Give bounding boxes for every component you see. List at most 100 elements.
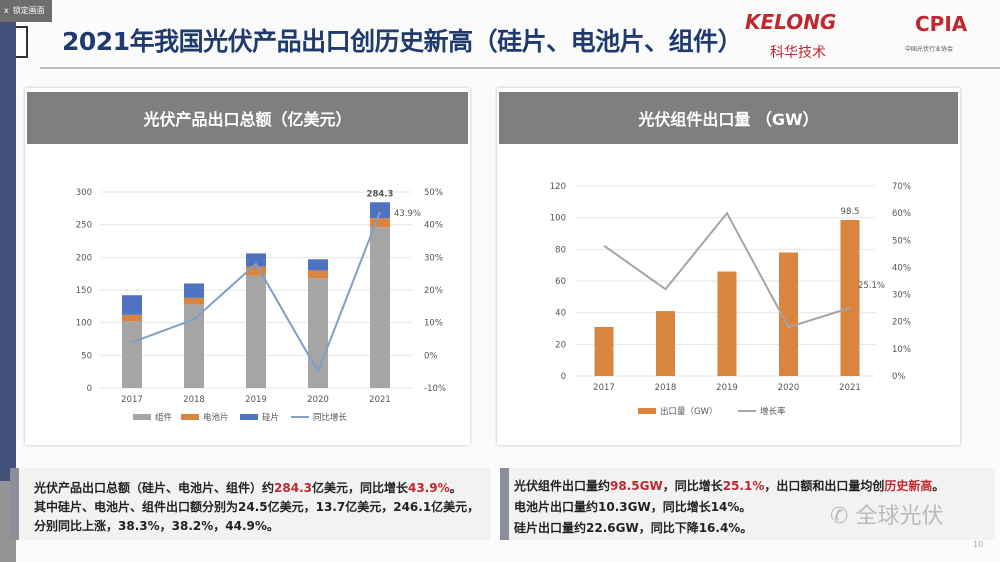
y-tick-label: 40 xyxy=(555,309,566,319)
x-tick-label: 2021 xyxy=(839,383,861,393)
bar-硅片-2020 xyxy=(308,259,328,271)
y-tick-label: 200 xyxy=(76,253,92,263)
bar-电池片-2019 xyxy=(246,266,266,276)
right-summary-line-1: 光伏组件出口量约98.5GW，同比增长25.1%，出口额和出口量均创历史新高。 xyxy=(514,479,945,493)
bar-组件-2021 xyxy=(370,227,390,388)
right-chart-title: 光伏组件出口量 （GW） xyxy=(499,92,958,144)
y2-tick-label: 20% xyxy=(892,318,911,328)
y-tick-label: 100 xyxy=(550,214,566,224)
left-summary-line-2: 其中硅片、电池片、组件出口额分别为24.5亿美元，13.7亿美元，246.1亿美… xyxy=(34,500,480,514)
cpia-logo: CPIA xyxy=(915,12,968,36)
bar-硅片-2019 xyxy=(246,253,266,267)
x-tick-label: 2021 xyxy=(369,395,391,405)
y-tick-label: 120 xyxy=(550,182,566,192)
right-summary-line-2: 电池片出口量约10.3GW，同比增长14%。 xyxy=(514,500,752,514)
y-tick-label: 0 xyxy=(561,372,566,382)
legend-swatch xyxy=(181,414,199,420)
y2-tick-label: 50% xyxy=(424,188,443,198)
data-label-total: 98.5 xyxy=(841,207,860,217)
y-tick-label: 250 xyxy=(76,221,92,231)
right-summary-line-3: 硅片出口量约22.6GW，同比下降16.4%。 xyxy=(514,521,753,535)
y2-tick-label: 20% xyxy=(424,286,443,296)
y2-tick-label: 30% xyxy=(424,253,443,263)
slide-side-bar xyxy=(0,22,16,562)
bar-出口量（GW）-2021 xyxy=(840,220,860,376)
y2-tick-label: 10% xyxy=(424,319,443,329)
box-accent-bar xyxy=(10,468,19,540)
y2-tick-label: 70% xyxy=(892,182,911,192)
x-tick-label: 2018 xyxy=(183,395,205,405)
bar-组件-2018 xyxy=(184,304,204,388)
y-tick-label: 20 xyxy=(555,340,566,350)
data-label-growth: 25.1% xyxy=(858,281,885,291)
left-chart-title: 光伏产品出口总额（亿美元） xyxy=(27,92,468,144)
x-tick-label: 2018 xyxy=(655,383,677,393)
legend-label: 出口量（GW） xyxy=(660,406,718,417)
bar-出口量（GW）-2020 xyxy=(779,252,798,376)
y-tick-label: 100 xyxy=(76,319,92,329)
title-divider xyxy=(40,67,1000,69)
y-tick-label: 300 xyxy=(76,188,92,198)
x-tick-label: 2017 xyxy=(121,395,143,405)
y2-tick-label: 10% xyxy=(892,345,911,355)
bar-硅片-2018 xyxy=(184,283,204,298)
y-tick-label: 0 xyxy=(87,384,92,394)
bar-电池片-2018 xyxy=(184,297,204,305)
kelong-logo: KELONG xyxy=(745,10,837,34)
bar-硅片-2021 xyxy=(370,202,390,219)
y2-tick-label: 40% xyxy=(424,221,443,231)
x-tick-label: 2020 xyxy=(778,383,800,393)
bar-组件-2017 xyxy=(122,321,142,388)
bar-出口量（GW）-2018 xyxy=(656,311,675,376)
left-summary-line-1: 光伏产品出口总额（硅片、电池片、组件）约284.3亿美元，同比增长43.9%。 xyxy=(34,481,462,495)
cpia-logo-sub: 中国光伏行业协会 xyxy=(905,46,954,53)
legend-swatch xyxy=(638,408,656,414)
data-label-growth: 43.9% xyxy=(394,209,421,219)
y2-tick-label: 0% xyxy=(892,372,906,382)
lock-screen-button[interactable]: x 锁定画面 xyxy=(0,0,52,22)
left-summary-line-3: 分别同比上涨，38.3%，38.2%，44.9%。 xyxy=(34,519,279,533)
y2-tick-label: 40% xyxy=(892,263,911,273)
y-tick-label: 50 xyxy=(81,351,92,361)
bar-出口量（GW）-2017 xyxy=(594,326,614,376)
legend-label: 增长率 xyxy=(760,406,786,417)
right-summary-box: 光伏组件出口量约98.5GW，同比增长25.1%，出口额和出口量均创历史新高。 … xyxy=(500,468,995,540)
y-tick-label: 60 xyxy=(555,277,566,287)
y2-tick-label: 0% xyxy=(424,351,438,361)
close-icon[interactable]: x xyxy=(4,6,9,15)
legend-label: 组件 xyxy=(155,412,173,423)
legend-swatch xyxy=(240,414,258,420)
bar-硅片-2017 xyxy=(122,295,142,315)
title-decoration xyxy=(16,26,28,58)
legend-label: 硅片 xyxy=(262,412,279,423)
legend-swatch xyxy=(133,414,151,420)
left-summary-box: 光伏产品出口总额（硅片、电池片、组件）约284.3亿美元，同比增长43.9%。 … xyxy=(10,468,490,540)
bar-出口量（GW）-2019 xyxy=(717,271,737,376)
legend-label: 电池片 xyxy=(203,412,229,423)
page-number: 10 xyxy=(973,540,984,549)
bar-电池片-2020 xyxy=(308,270,328,279)
x-tick-label: 2020 xyxy=(307,395,329,405)
legend-label: 同比增长 xyxy=(313,412,348,423)
lock-screen-label: 锁定画面 xyxy=(12,6,45,15)
bar-电池片-2017 xyxy=(122,314,142,322)
y2-tick-label: 30% xyxy=(892,291,911,301)
wechat-icon: ✆ xyxy=(830,504,856,529)
kelong-logo-cn: 科华技术 xyxy=(770,45,826,61)
slide-title: 2021年我国光伏产品出口创历史新高（硅片、电池片、组件） xyxy=(62,27,743,56)
y-tick-label: 150 xyxy=(76,286,92,296)
y2-tick-label: 50% xyxy=(892,236,911,246)
y-tick-label: 80 xyxy=(555,245,566,255)
y2-tick-label: 60% xyxy=(892,209,911,219)
x-tick-label: 2017 xyxy=(593,383,615,393)
bar-组件-2019 xyxy=(246,275,266,388)
wechat-watermark: ✆ 全球光伏 xyxy=(830,504,944,529)
data-label-total: 284.3 xyxy=(367,189,394,199)
box-accent-bar xyxy=(500,468,509,540)
y2-tick-label: -10% xyxy=(424,384,446,394)
x-tick-label: 2019 xyxy=(245,395,267,405)
x-tick-label: 2019 xyxy=(716,383,738,393)
right-chart-panel xyxy=(497,88,960,445)
bar-电池片-2021 xyxy=(370,218,390,228)
